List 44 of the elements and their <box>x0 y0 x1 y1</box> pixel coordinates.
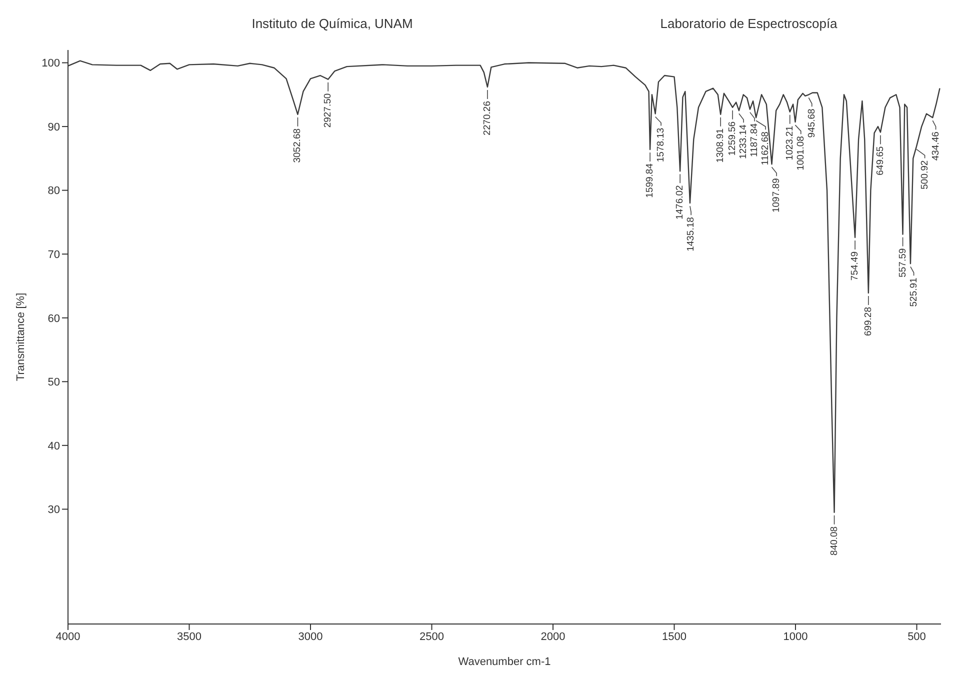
annotation: 434.46 <box>930 132 942 161</box>
x-axis-title: Wavenumber cm-1 <box>458 656 551 668</box>
annotation: 1097.89 <box>771 178 782 213</box>
text: Instituto de Química, UNAM <box>252 16 413 30</box>
annotation: 1476.02 <box>674 185 686 220</box>
x-tick-label: 500 <box>908 630 926 643</box>
x-tick-label: 4000 <box>56 630 80 643</box>
annotation: 649.65 <box>874 146 886 176</box>
y-tick-label: 70 <box>48 248 60 261</box>
annotation: 500.92 <box>919 160 930 190</box>
annotation: 1599.84 <box>644 163 656 198</box>
annotation: 1308.91 <box>715 128 726 163</box>
y-tick-label: 30 <box>48 504 60 516</box>
annotation: 1435.18 <box>686 217 697 252</box>
annotation: 1162.68 <box>760 132 772 166</box>
annotation: 699.28 <box>862 306 874 336</box>
text: Laboratorio de Espectroscopía <box>660 16 838 30</box>
annotation: 754.49 <box>850 252 861 281</box>
y-tick-label: 90 <box>48 121 60 134</box>
annotation: 1001.08 <box>795 136 806 170</box>
x-tick-label: 1500 <box>662 630 686 643</box>
annotation: 1023.21 <box>784 126 796 160</box>
y-tick-label: 40 <box>48 440 60 452</box>
y-tick-label: 60 <box>48 312 60 325</box>
y-tick-label: 100 <box>42 58 60 70</box>
annotation: 1259.56 <box>727 121 738 156</box>
annotation: 525.91 <box>908 278 920 307</box>
x-tick-label: 2500 <box>420 630 444 643</box>
annotation: 3052.68 <box>292 128 304 163</box>
y-axis-title: Transmittance [%] <box>14 292 27 382</box>
y-tick-label: 80 <box>48 185 60 198</box>
y-tick-label: 50 <box>48 376 60 389</box>
x-tick-label: 1000 <box>783 630 808 643</box>
annotation: 2270.26 <box>482 100 493 136</box>
annotation: 945.68 <box>806 108 818 138</box>
annotation: 1578.13 <box>656 128 667 162</box>
annotation: 840.08 <box>828 526 840 556</box>
x-tick-label: 3500 <box>177 630 202 643</box>
annotation: 1187.84 <box>749 123 760 157</box>
x-tick-label: 2000 <box>540 630 566 643</box>
x-tick-label: 3000 <box>298 630 323 643</box>
annotation: 1233.14 <box>738 124 750 159</box>
annotation: 557.59 <box>897 248 908 278</box>
annotation: 2927.50 <box>322 93 334 128</box>
